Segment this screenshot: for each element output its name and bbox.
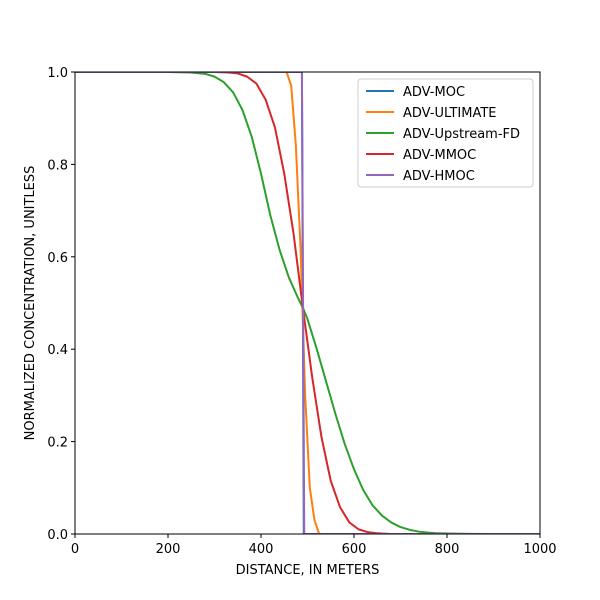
x-axis-ticks: 0 200 400 600 800 1000 (71, 534, 557, 557)
x-tick-label: 400 (249, 542, 274, 557)
x-tick-label: 600 (342, 542, 367, 557)
y-tick-label: 0.2 (47, 436, 68, 451)
plot-frame (74, 71, 541, 535)
y-tick-label: 0.8 (47, 158, 68, 173)
x-tick-label: 0 (71, 542, 79, 557)
x-tick-label: 800 (435, 542, 460, 557)
series-layer (75, 72, 540, 534)
y-tick-label: 1.0 (47, 66, 68, 81)
legend: ADV-MOC ADV-ULTIMATE ADV-Upstream-FD ADV-MM… (357, 78, 534, 188)
legend-label: ADV-ULTIMATE (403, 106, 497, 121)
y-tick-label: 0.4 (47, 343, 68, 358)
x-tick-label: 1000 (523, 542, 556, 557)
y-axis-ticks: 0.0 0.2 0.4 0.6 0.8 1.0 (47, 66, 75, 543)
series-line-adv-upstream-fd (75, 72, 540, 534)
y-axis-label: NORMALIZED CONCENTRATION, UNITLESS (23, 166, 38, 441)
legend-label: ADV-HMOC (403, 169, 475, 184)
legend-label: ADV-MOC (403, 85, 465, 100)
y-tick-label: 0.0 (47, 528, 68, 543)
series-line-adv-hmoc (75, 72, 540, 534)
x-axis-label: DISTANCE, IN METERS (236, 563, 380, 578)
y-tick-label: 0.6 (47, 251, 68, 266)
plot-area (74, 71, 541, 535)
x-tick-label: 200 (156, 542, 181, 557)
legend-label: ADV-MMOC (403, 148, 476, 163)
legend-label: ADV-Upstream-FD (403, 127, 520, 142)
legend-frame (357, 78, 534, 188)
